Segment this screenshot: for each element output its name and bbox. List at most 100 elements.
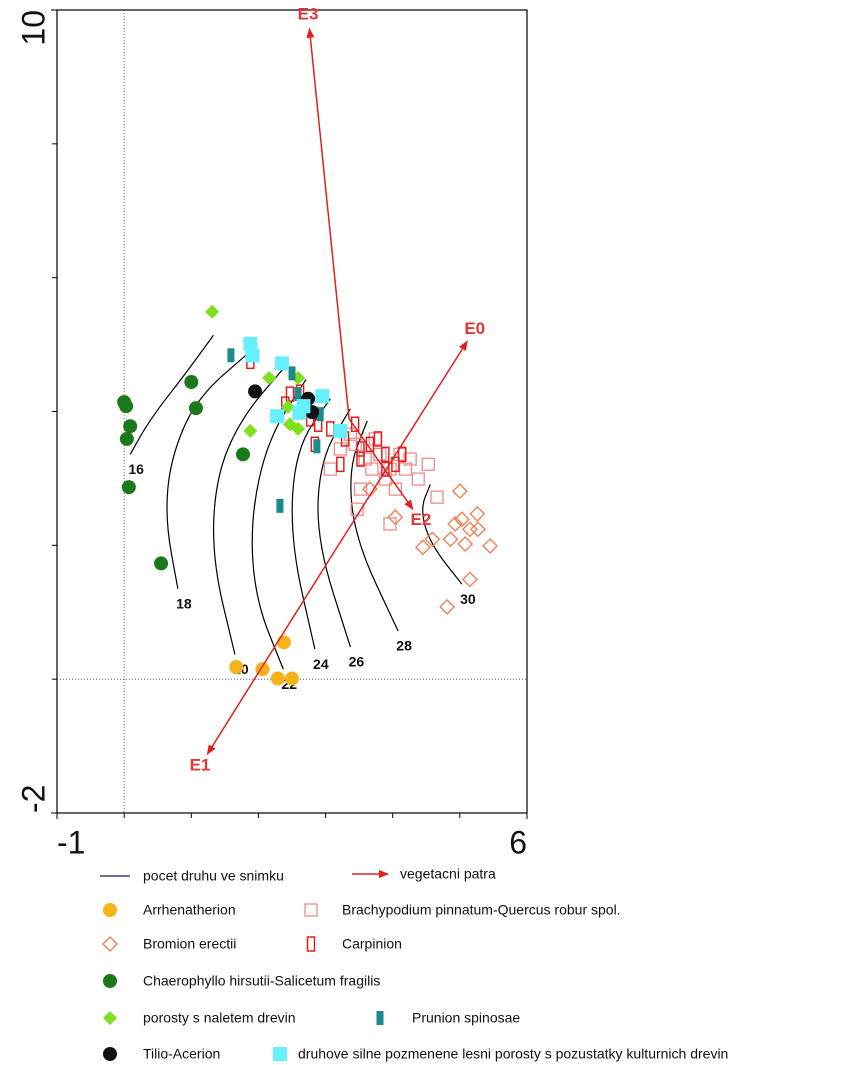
point xyxy=(333,423,348,438)
point xyxy=(188,401,203,416)
point xyxy=(276,498,284,513)
point xyxy=(326,421,335,437)
point xyxy=(442,531,459,548)
point xyxy=(373,447,387,461)
point xyxy=(368,432,382,446)
point xyxy=(243,423,258,438)
point xyxy=(184,375,199,390)
x-tick-label: -1 xyxy=(57,824,85,860)
isoline-label: 26 xyxy=(349,654,365,670)
point xyxy=(229,660,244,675)
point xyxy=(119,431,134,446)
legend-marker xyxy=(102,936,118,952)
point xyxy=(121,480,136,495)
point xyxy=(123,419,138,434)
point xyxy=(276,635,291,650)
isoline xyxy=(251,379,307,670)
y-tick-label: -2 xyxy=(15,785,51,813)
point xyxy=(421,457,435,472)
point xyxy=(285,386,295,402)
point xyxy=(387,509,404,526)
legend-marker xyxy=(103,903,117,917)
arrow-label: E2 xyxy=(411,510,432,529)
arrow xyxy=(306,27,350,419)
legend-marker xyxy=(306,936,316,952)
isoline-label: 28 xyxy=(396,638,412,654)
point xyxy=(323,462,337,476)
point xyxy=(333,442,347,456)
point xyxy=(358,452,372,466)
arrow xyxy=(336,340,468,548)
legend-label: pocet druhu ve snimku xyxy=(143,868,284,884)
legend-marker xyxy=(304,903,318,917)
legend-marker xyxy=(103,1047,117,1061)
legend-label: Prunion spinosae xyxy=(412,1010,520,1026)
point xyxy=(447,516,464,532)
isoline xyxy=(317,408,351,648)
point xyxy=(356,451,365,467)
point xyxy=(262,371,277,386)
point xyxy=(451,483,468,500)
point xyxy=(288,366,296,381)
point xyxy=(274,356,289,371)
point xyxy=(248,384,263,399)
point xyxy=(270,671,285,686)
point xyxy=(391,456,400,473)
point xyxy=(439,598,456,615)
isoline-label: 18 xyxy=(176,596,192,612)
isoline xyxy=(212,363,288,655)
isoline-label: 30 xyxy=(460,591,476,607)
isoline xyxy=(129,334,214,455)
isoline xyxy=(166,350,251,589)
legend-marker xyxy=(376,1011,384,1025)
point xyxy=(119,399,134,414)
point xyxy=(291,421,306,436)
legend-marker xyxy=(103,1011,117,1025)
point xyxy=(453,511,470,528)
point xyxy=(280,399,295,414)
isoline xyxy=(422,484,463,585)
point xyxy=(403,452,417,466)
point xyxy=(205,304,220,319)
point xyxy=(388,482,403,496)
legend-label: Chaerophyllo hirsutii-Salicetum fragilis xyxy=(143,973,380,989)
point xyxy=(424,531,441,548)
arrow xyxy=(206,546,338,755)
point xyxy=(245,348,260,363)
legend-label: Tilio-Acerion xyxy=(143,1046,220,1062)
legend-marker xyxy=(273,1047,287,1061)
legend-label: porosty s naletem drevin xyxy=(143,1010,296,1026)
arrow-label: E3 xyxy=(298,4,319,23)
arrow-label: E1 xyxy=(190,755,211,774)
point xyxy=(285,671,299,686)
point xyxy=(270,409,285,424)
point xyxy=(294,387,302,402)
point xyxy=(373,431,383,447)
point xyxy=(350,416,360,432)
point xyxy=(227,348,235,363)
point xyxy=(154,556,169,571)
legend-label: vegetacni patra xyxy=(400,866,496,882)
legend-marker xyxy=(103,974,117,988)
legend-label: Bromion erectii xyxy=(143,936,236,952)
x-tick-label: 6 xyxy=(509,824,527,860)
point xyxy=(296,399,311,414)
arrow xyxy=(348,418,414,511)
point xyxy=(415,539,431,556)
point xyxy=(243,336,258,351)
point xyxy=(336,456,345,473)
point xyxy=(482,538,498,554)
point xyxy=(313,439,321,454)
legend-label: Brachypodium pinnatum-Quercus robur spol… xyxy=(342,902,621,918)
isoline-label: 16 xyxy=(128,461,144,477)
legend-label: Carpinion xyxy=(342,936,402,952)
legend-label: Arrhenatherion xyxy=(143,902,236,918)
point xyxy=(235,447,250,462)
point xyxy=(397,446,407,463)
y-tick-label: 10 xyxy=(15,10,51,46)
point xyxy=(469,505,486,522)
point xyxy=(381,461,390,477)
isoline xyxy=(291,398,331,650)
arrow-label: E0 xyxy=(464,319,485,338)
